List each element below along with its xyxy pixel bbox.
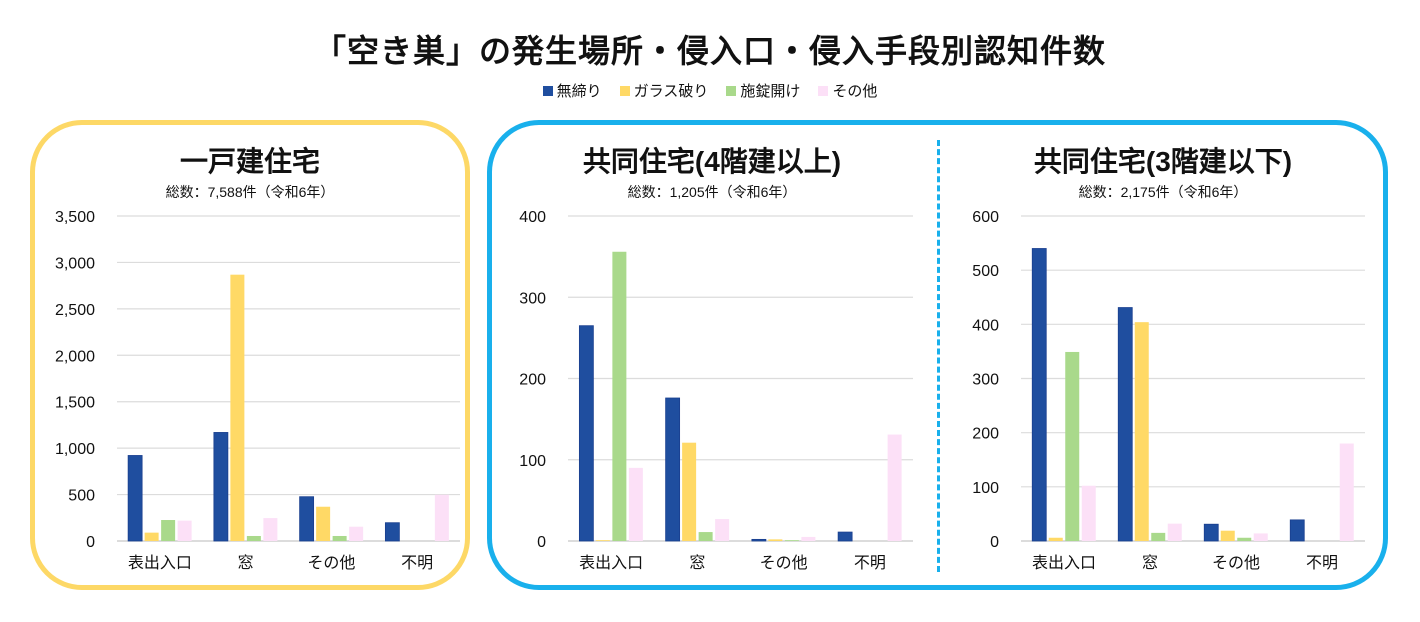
y-tick-label: 0 bbox=[86, 534, 95, 551]
x-category-label: 表出入口 bbox=[1032, 554, 1096, 572]
bar-unlocked bbox=[837, 531, 853, 542]
legend-item: その他 bbox=[818, 80, 877, 101]
y-tick-label: 500 bbox=[68, 488, 95, 505]
x-category-label: その他 bbox=[307, 554, 355, 572]
x-category-label: 表出入口 bbox=[128, 554, 192, 572]
bar-glass-break bbox=[682, 442, 697, 541]
chart-subtitle-detached: 総数：7,588件（令和6年） bbox=[165, 184, 335, 200]
legend-item: 施錠開け bbox=[726, 80, 800, 101]
bar-glass-break bbox=[230, 274, 245, 541]
bar-glass-break bbox=[1220, 530, 1235, 541]
chart-title-detached: 一戸建住宅 bbox=[179, 146, 320, 177]
y-tick-label: 2,000 bbox=[55, 348, 95, 365]
bar-other bbox=[1253, 533, 1268, 541]
y-tick-label: 100 bbox=[519, 453, 546, 470]
bar-lock-picking bbox=[332, 535, 347, 541]
bar-other bbox=[1339, 443, 1354, 541]
y-tick-label: 200 bbox=[519, 372, 546, 389]
legend-label: 無締り bbox=[556, 83, 602, 100]
bar-other bbox=[1167, 523, 1182, 541]
y-tick-label: 600 bbox=[972, 209, 999, 226]
bar-other bbox=[628, 467, 643, 541]
main-title: 「空き巣」の発生場所・侵入口・侵入手段別認知件数 bbox=[313, 33, 1106, 69]
bar-unlocked bbox=[1031, 248, 1047, 542]
legend-label: ガラス破り bbox=[633, 83, 709, 100]
bar-unlocked bbox=[384, 522, 400, 542]
y-tick-label: 300 bbox=[519, 290, 546, 307]
legend-swatch bbox=[726, 85, 737, 96]
bar-unlocked bbox=[1117, 307, 1133, 542]
bar-unlocked bbox=[578, 325, 594, 542]
y-tick-label: 300 bbox=[972, 372, 999, 389]
y-tick-label: 3,500 bbox=[55, 209, 95, 226]
legend-label: その他 bbox=[832, 83, 878, 100]
y-tick-label: 2,500 bbox=[55, 302, 95, 319]
bar-lock-picking bbox=[784, 540, 799, 541]
bar-glass-break bbox=[595, 540, 610, 541]
x-category-label: 不明 bbox=[854, 555, 886, 572]
bar-unlocked bbox=[127, 455, 143, 542]
bar-lock-picking bbox=[1237, 537, 1252, 541]
y-tick-label: 1,500 bbox=[55, 395, 95, 412]
legend-swatch bbox=[542, 85, 553, 96]
x-category-label: 窓 bbox=[238, 554, 254, 572]
bar-glass-break bbox=[316, 506, 331, 541]
bar-unlocked bbox=[751, 538, 767, 542]
bar-unlocked bbox=[299, 496, 315, 542]
y-tick-label: 400 bbox=[972, 317, 999, 334]
bar-unlocked bbox=[1203, 523, 1219, 542]
dashed-divider bbox=[937, 140, 940, 572]
x-category-label: その他 bbox=[1212, 554, 1260, 572]
x-category-label: 不明 bbox=[1306, 555, 1338, 572]
bar-glass-break bbox=[144, 532, 159, 541]
chart-subtitle-apartment-3under: 総数：2,175件（令和6年） bbox=[1078, 184, 1248, 200]
legend: 無締り ガラス破り 施錠開け その他 bbox=[0, 80, 1420, 101]
y-tick-label: 200 bbox=[972, 426, 999, 443]
bar-other bbox=[715, 519, 730, 541]
bar-lock-picking bbox=[1065, 351, 1080, 541]
bar-other bbox=[263, 518, 278, 541]
bar-unlocked bbox=[213, 432, 229, 542]
legend-item: 無締り bbox=[542, 80, 602, 101]
legend-swatch bbox=[619, 85, 630, 96]
legend-item: ガラス破り bbox=[619, 80, 709, 101]
bar-other bbox=[349, 526, 364, 541]
bar-other bbox=[434, 494, 449, 541]
y-tick-label: 0 bbox=[537, 534, 546, 551]
bar-lock-picking bbox=[612, 251, 627, 541]
y-tick-label: 3,000 bbox=[55, 255, 95, 272]
chart-title-apartment-3under: 共同住宅(3階建以下) bbox=[1033, 146, 1293, 177]
bar-lock-picking bbox=[1151, 532, 1166, 541]
x-category-label: 不明 bbox=[401, 555, 433, 572]
y-tick-label: 400 bbox=[519, 209, 546, 226]
chart-title-apartment-4plus: 共同住宅(4階建以上) bbox=[582, 146, 842, 177]
legend-label: 施錠開け bbox=[740, 83, 801, 100]
y-tick-label: 500 bbox=[972, 263, 999, 280]
bar-other bbox=[801, 536, 816, 541]
bar-lock-picking bbox=[246, 535, 261, 541]
y-tick-label: 0 bbox=[990, 534, 999, 551]
x-category-label: 窓 bbox=[1142, 554, 1158, 572]
chart-subtitle-apartment-4plus: 総数：1,205件（令和6年） bbox=[627, 184, 797, 200]
apartment-frame bbox=[487, 120, 1388, 590]
bar-glass-break bbox=[1048, 537, 1063, 541]
bar-lock-picking bbox=[698, 532, 713, 541]
legend-swatch bbox=[818, 85, 829, 96]
bar-unlocked bbox=[665, 397, 681, 542]
bar-glass-break bbox=[768, 539, 783, 541]
y-tick-label: 1,000 bbox=[55, 441, 95, 458]
bar-other bbox=[887, 434, 902, 541]
x-category-label: 表出入口 bbox=[579, 554, 643, 572]
bar-other bbox=[177, 520, 192, 541]
bar-unlocked bbox=[1289, 519, 1305, 542]
bar-other bbox=[1081, 485, 1096, 541]
bar-glass-break bbox=[1134, 322, 1149, 541]
bar-lock-picking bbox=[161, 520, 176, 541]
detached-house-frame bbox=[30, 120, 470, 590]
x-category-label: その他 bbox=[760, 554, 808, 572]
x-category-label: 窓 bbox=[689, 554, 705, 572]
y-tick-label: 100 bbox=[972, 480, 999, 497]
